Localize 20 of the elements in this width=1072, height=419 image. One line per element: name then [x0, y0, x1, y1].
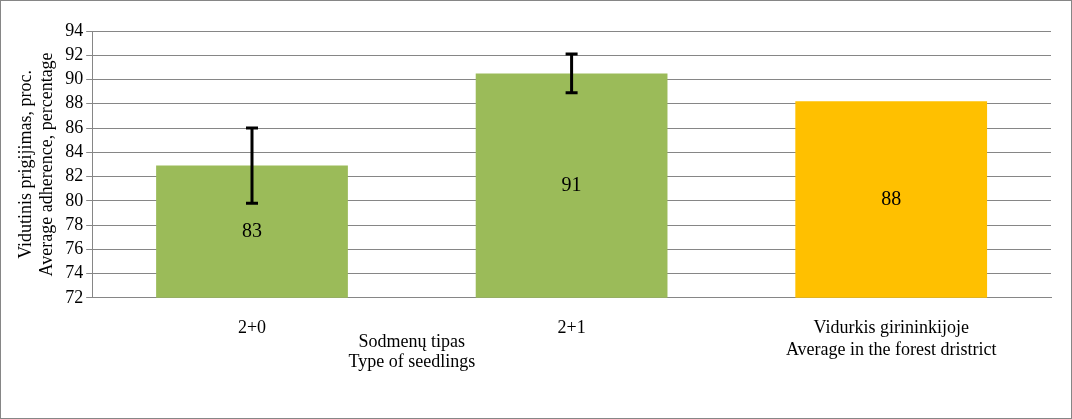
data-label: 91: [561, 172, 582, 195]
data-label: 83: [242, 218, 262, 241]
y-tick-label: 92: [65, 43, 84, 64]
y-tick-label: 90: [65, 68, 84, 89]
y-tick-label: 80: [65, 189, 84, 210]
y-tick-label: 94: [65, 19, 84, 40]
y-tick-label: 84: [65, 141, 84, 162]
y-tick-label: 76: [65, 238, 84, 259]
y-axis-title: Vidutinis prigijimas, proc. Average adherence, percentage: [14, 52, 57, 277]
x-tick-label: Vidurkis girininkijoje Average in the forest dristrict: [785, 317, 997, 359]
y-tick-label: 78: [65, 213, 84, 234]
y-tick-label: 88: [65, 92, 84, 113]
y-tick-label: 82: [65, 165, 84, 186]
x-tick-label: 2+0: [237, 317, 267, 338]
data-label: 88: [881, 186, 902, 209]
x-axis-title: Sodmenų tipas Type of seedlings: [348, 330, 476, 371]
y-tick-label: 74: [65, 262, 84, 283]
y-tick-label: 72: [65, 286, 84, 307]
y-tick-label: 86: [65, 116, 84, 137]
x-tick-label: 2+1: [557, 317, 586, 338]
